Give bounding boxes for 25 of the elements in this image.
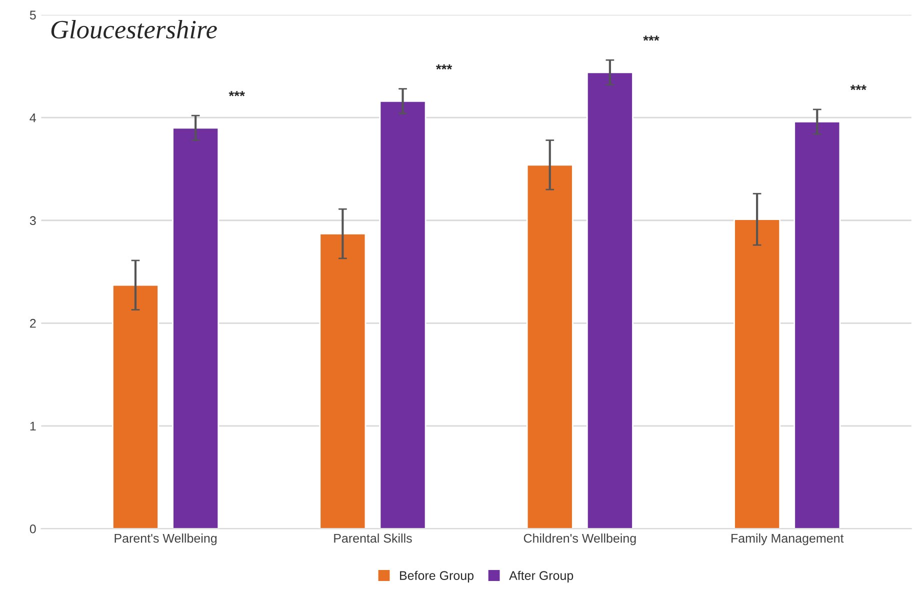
- bar: [734, 218, 781, 529]
- bar: [586, 72, 634, 529]
- legend-label: After Group: [509, 570, 574, 582]
- x-tick-label: Family Management: [732, 534, 844, 546]
- chart-title: Gloucestershire: [51, 20, 217, 39]
- annotation: ***: [436, 64, 452, 70]
- bar: [379, 100, 426, 529]
- x-tick-label: Parent's Wellbeing: [114, 534, 217, 546]
- bar: [526, 164, 574, 529]
- annotation: ***: [850, 84, 866, 90]
- bar: [172, 127, 220, 529]
- y-tick-label: 4: [30, 114, 36, 122]
- annotation: ***: [228, 91, 245, 96]
- y-tick-label: 3: [30, 216, 36, 226]
- bar: [794, 121, 841, 529]
- y-tick-label: 2: [30, 318, 36, 328]
- bar: [319, 233, 366, 529]
- y-tick-label: 5: [30, 10, 36, 20]
- bar: [112, 284, 159, 529]
- legend-label: Before Group: [400, 570, 474, 582]
- x-tick-label: Parental Skills: [334, 534, 412, 543]
- y-tick-label: 1: [30, 422, 36, 430]
- annotation: ***: [643, 36, 660, 41]
- y-tick-label: 0: [30, 524, 36, 534]
- x-tick-label: Children's Wellbeing: [524, 534, 636, 546]
